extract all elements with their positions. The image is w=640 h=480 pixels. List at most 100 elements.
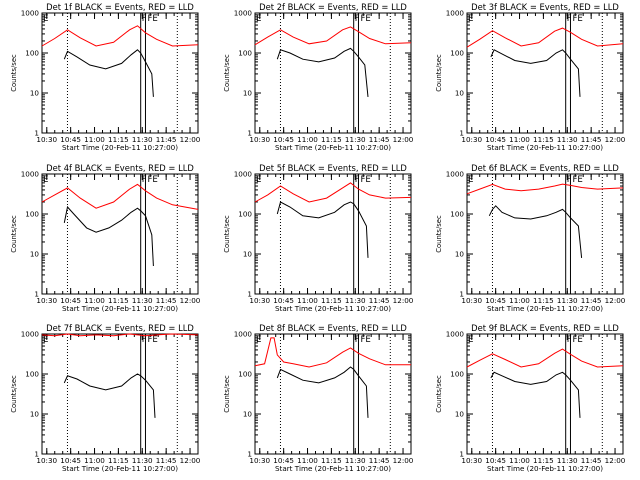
y-tick-label: 1 [34, 129, 39, 138]
y-tick-label: 1 [247, 450, 252, 459]
lld-series-line [254, 182, 412, 203]
x-tick-label: 11:45 [369, 135, 390, 144]
plot-frame [41, 173, 199, 295]
y-axis-label: Counts/sec [435, 215, 443, 253]
lld-series-line [466, 183, 624, 195]
marker-label-e: E [256, 14, 261, 24]
x-tick-label: 12:00 [605, 456, 626, 465]
x-tick-label: 11:45 [156, 135, 177, 144]
plot-frame [41, 333, 199, 455]
x-tick-label: 10:45 [273, 296, 294, 305]
marker-label-f: F [567, 14, 572, 24]
x-tick-label: 10:45 [485, 296, 506, 305]
y-axis-label: Counts/sec [223, 215, 231, 253]
x-axis-label: Start Time (20-Feb-11 10:27:00) [487, 464, 603, 473]
x-tick-label: 12:00 [180, 135, 201, 144]
plot-frame [254, 333, 412, 455]
y-tick-label: 10 [30, 250, 40, 259]
x-tick-label: 12:00 [605, 135, 626, 144]
y-tick-label: 1 [459, 129, 464, 138]
events-series-line [488, 205, 583, 258]
marker-label-f: F [567, 175, 572, 185]
events-series-line [276, 47, 369, 97]
marker-label-fe: FE [572, 175, 582, 185]
panel-det-7f: Det 7f BLACK = Events, RED = LLD 1 10 100 10… [10, 323, 201, 473]
y-tick-label: 1 [34, 290, 39, 299]
marker-label-fe: FE [572, 335, 582, 345]
x-tick-label: 11:30 [132, 296, 153, 305]
panel-title: Det 4f BLACK = Events, RED = LLD [46, 163, 194, 173]
x-tick-label: 11:30 [345, 296, 366, 305]
y-tick-label: 1000 [446, 170, 465, 179]
lld-series-line [41, 183, 199, 210]
y-tick-label: 1000 [446, 330, 465, 339]
x-tick-label: 10:30 [461, 135, 482, 144]
plot-frame [254, 12, 412, 134]
x-tick-label: 11:15 [321, 135, 342, 144]
marker-label-f: F [355, 14, 360, 24]
marker-label-e: E [43, 175, 48, 185]
x-axis-label: Start Time (20-Feb-11 10:27:00) [275, 464, 391, 473]
marker-label-fe: FE [360, 335, 370, 345]
marker-label-fe: FE [360, 175, 370, 185]
lld-series-line [41, 333, 199, 337]
x-tick-label: 11:45 [369, 296, 390, 305]
y-axis-label: Counts/sec [223, 54, 231, 92]
y-tick-label: 10 [243, 250, 253, 259]
y-tick-label: 100 [238, 210, 252, 219]
plot-frame [466, 333, 624, 455]
events-series-line [63, 373, 156, 418]
y-tick-label: 1 [459, 450, 464, 459]
y-tick-label: 1000 [21, 170, 40, 179]
y-tick-label: 1 [247, 129, 252, 138]
y-tick-label: 100 [25, 49, 39, 58]
x-tick-label: 11:00 [509, 296, 530, 305]
x-axis-label: Start Time (20-Feb-11 10:27:00) [62, 304, 178, 313]
x-tick-label: 11:30 [345, 456, 366, 465]
x-tick-label: 11:15 [321, 456, 342, 465]
marker-label-e: E [468, 175, 473, 185]
lld-series-line [254, 337, 411, 368]
marker-label-f: F [142, 335, 147, 345]
panel-det-1f: Det 1f BLACK = Events, RED = LLD 1 10 100 10… [10, 2, 201, 152]
x-tick-label: 11:45 [156, 296, 177, 305]
marker-label-e: E [256, 335, 261, 345]
marker-label-f: F [142, 14, 147, 24]
y-tick-label: 10 [30, 410, 40, 419]
marker-label-f: F [567, 335, 572, 345]
plot-frame [466, 12, 624, 134]
y-tick-label: 100 [450, 210, 464, 219]
x-tick-label: 11:15 [533, 135, 554, 144]
x-tick-label: 11:30 [557, 296, 578, 305]
plot-frame [41, 12, 199, 134]
x-tick-label: 11:15 [108, 296, 129, 305]
x-tick-label: 10:30 [249, 456, 270, 465]
marker-label-e: E [468, 335, 473, 345]
x-tick-label: 10:30 [36, 456, 57, 465]
x-tick-label: 10:45 [60, 135, 81, 144]
y-axis-label: Counts/sec [435, 375, 443, 413]
x-axis-label: Start Time (20-Feb-11 10:27:00) [275, 143, 391, 152]
panel-det-8f: Det 8f BLACK = Events, RED = LLD 1 10 100 10… [223, 323, 414, 473]
x-tick-label: 11:00 [509, 456, 530, 465]
x-tick-label: 11:00 [297, 135, 318, 144]
panel-title: Det 8f BLACK = Events, RED = LLD [259, 323, 407, 333]
x-axis-label: Start Time (20-Feb-11 10:27:00) [487, 143, 603, 152]
x-tick-label: 11:00 [84, 456, 105, 465]
x-tick-label: 11:15 [108, 456, 129, 465]
panel-title: Det 5f BLACK = Events, RED = LLD [259, 163, 407, 173]
marker-label-e: E [43, 335, 48, 345]
lld-series-line [254, 26, 412, 46]
y-axis-label: Counts/sec [10, 375, 18, 413]
marker-label-fe: FE [147, 335, 157, 345]
lld-series-line [466, 348, 624, 368]
marker-label-e: E [43, 14, 48, 24]
x-tick-label: 11:30 [132, 135, 153, 144]
y-tick-label: 1000 [234, 170, 253, 179]
x-tick-label: 11:15 [533, 296, 554, 305]
x-tick-label: 11:45 [369, 456, 390, 465]
y-tick-label: 100 [450, 49, 464, 58]
y-axis-label: Counts/sec [10, 54, 18, 92]
x-axis-label: Start Time (20-Feb-11 10:27:00) [62, 143, 178, 152]
marker-label-fe: FE [572, 14, 582, 24]
